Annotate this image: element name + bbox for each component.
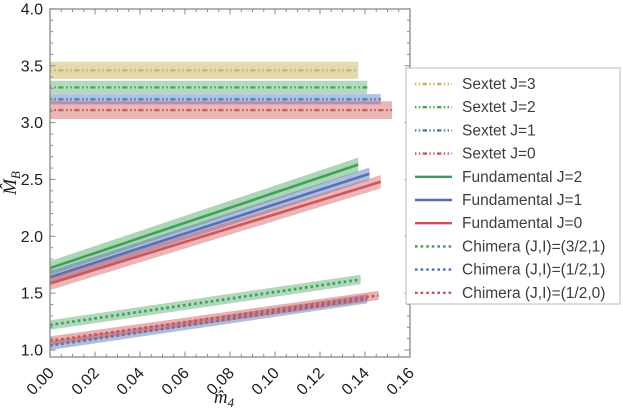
error-band	[50, 290, 379, 346]
y-tick-label: 4.0	[21, 1, 43, 18]
series-sextet-j-1	[50, 94, 381, 105]
legend-label: Sextet J=1	[462, 122, 536, 139]
legend-label: Fundamental J=2	[462, 169, 582, 186]
series-fundamental-j-0	[49, 175, 382, 291]
series-chimera-j-i-1-2-1-	[49, 294, 368, 350]
legend-box	[405, 67, 621, 305]
legend-entry: Sextet J=1	[415, 122, 536, 139]
legend-entry: Fundamental J=2	[415, 169, 582, 186]
legend-entry: Sextet J=2	[415, 99, 536, 116]
series-sextet-j-0	[50, 101, 392, 119]
x-tick-label: 0.02	[69, 365, 103, 399]
x-tick-label: 0.00	[24, 365, 58, 399]
legend-label: Fundamental J=1	[462, 192, 582, 209]
center-line	[49, 294, 379, 343]
center-line	[49, 278, 361, 327]
legend-entry: Sextet J=0	[415, 146, 536, 163]
y-tick-label: 3.5	[21, 58, 43, 75]
error-band	[50, 80, 368, 94]
x-tick-label: 0.10	[249, 365, 283, 399]
legend-entry: Fundamental J=0	[415, 215, 583, 232]
y-tick-label: 1.0	[21, 343, 43, 360]
series-chimera-j-i-1-2-0-	[49, 290, 379, 346]
y-tick-label: 1.5	[21, 286, 43, 303]
x-tick-label: 0.04	[114, 365, 148, 399]
y-axis-label: M̂B	[0, 171, 23, 196]
error-band	[50, 294, 368, 350]
legend-entry: Fundamental J=1	[415, 192, 582, 209]
center-line	[49, 172, 370, 279]
legend-label: Chimera (J,I)=(3/2,1)	[462, 238, 605, 255]
x-axis-label-sub: 4	[228, 395, 235, 410]
legend-label: Sextet J=3	[462, 76, 536, 93]
y-tick-label: 2.0	[21, 229, 43, 246]
y-tick-label: 3.0	[21, 115, 43, 132]
legend-label: Sextet J=2	[462, 99, 536, 116]
center-line	[49, 180, 382, 285]
center-line	[49, 163, 359, 270]
x-tick-label: 0.14	[339, 365, 373, 399]
series-sextet-j-2	[50, 80, 368, 94]
y-axis-label-sub: B	[8, 171, 23, 179]
legend-entry: Chimera (J,I)=(1/2,1)	[415, 262, 605, 279]
x-tick-label: 0.06	[159, 365, 193, 399]
x-tick-label: 0.16	[384, 365, 418, 399]
series-chimera-j-i-3-2-1-	[49, 274, 361, 330]
series-fundamental-j-1	[49, 167, 370, 284]
legend-label: Chimera (J,I)=(1/2,0)	[462, 285, 605, 302]
legend-label: Fundamental J=0	[462, 215, 583, 232]
legend-entry: Chimera (J,I)=(1/2,0)	[415, 285, 605, 302]
legend: Sextet J=3 Sextet J=2 Sextet J=1 Sextet J=0…	[405, 67, 621, 305]
x-axis-label: m̂4	[214, 387, 235, 410]
series-sextet-j-3	[50, 61, 359, 79]
legend-label: Sextet J=0	[462, 146, 536, 163]
legend-label: Chimera (J,I)=(1/2,1)	[462, 262, 605, 279]
series-fundamental-j-2	[49, 157, 359, 276]
legend-entry: Sextet J=3	[415, 76, 536, 93]
y-tick-label: 2.5	[21, 172, 43, 189]
legend-entry: Chimera (J,I)=(3/2,1)	[415, 238, 605, 255]
x-tick-label: 0.12	[294, 365, 328, 399]
